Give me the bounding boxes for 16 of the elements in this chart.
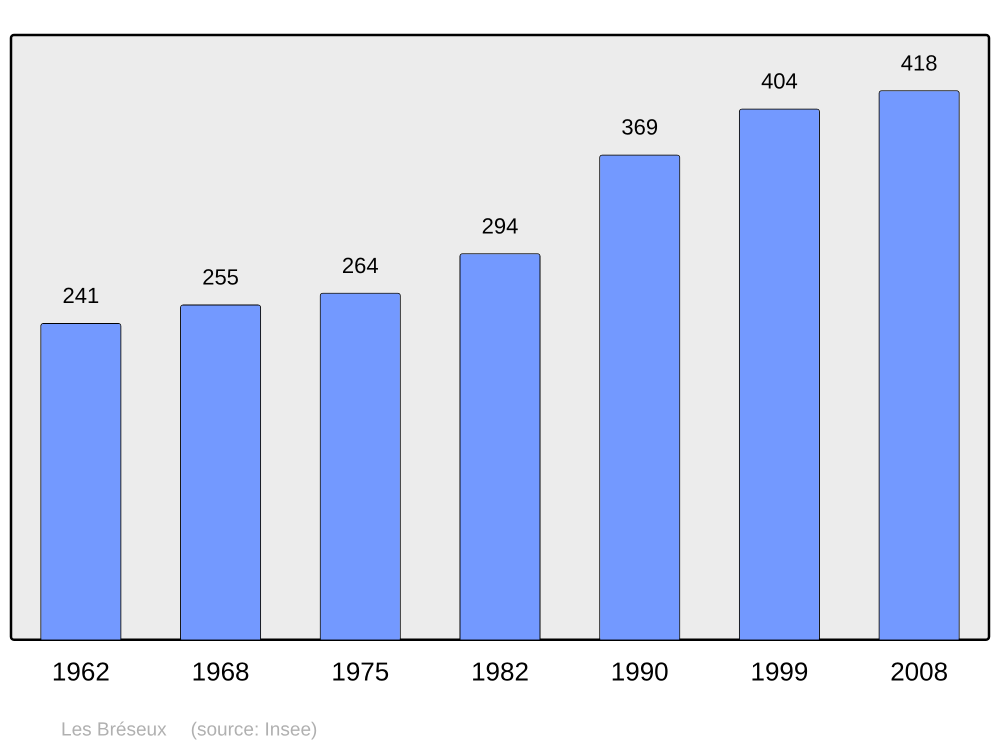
data-label: 241 (62, 283, 100, 308)
x-tick-label: 2008 (890, 656, 948, 687)
text: Les Bréseux (61, 720, 168, 741)
data-label: 418 (900, 50, 938, 76)
x-tick-label: 1990 (610, 656, 669, 687)
x-tick-label: 1975 (331, 656, 390, 687)
data-label: 369 (621, 114, 658, 140)
data-label: 404 (761, 68, 798, 94)
x-tick-label: 1968 (192, 656, 250, 687)
data-label: 264 (342, 252, 379, 278)
text: (source: Insee) (190, 720, 318, 741)
data-label: 294 (482, 213, 518, 238)
x-tick-label: 1999 (750, 656, 808, 687)
x-tick-label: 1962 (52, 656, 110, 687)
x-tick-label: 1982 (471, 656, 529, 687)
data-label: 255 (202, 264, 239, 290)
